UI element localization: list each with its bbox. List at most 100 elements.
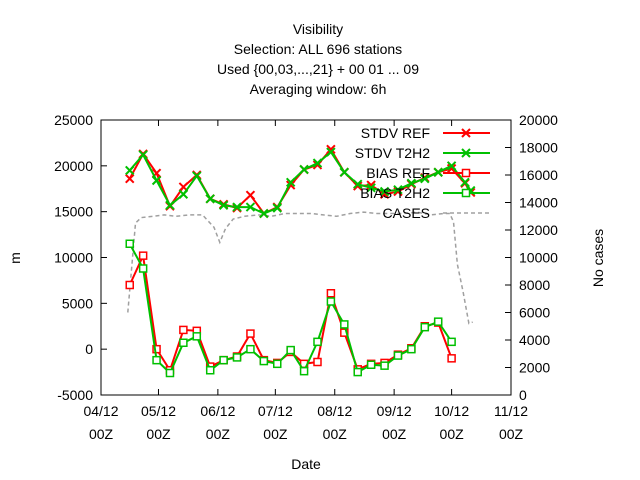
x-point-marker: [125, 173, 135, 184]
y-tick-label: 15000: [54, 204, 93, 220]
x-tick-label-date: 11/12: [494, 403, 528, 419]
square-point-marker: [340, 328, 349, 337]
x-point-marker: [433, 167, 443, 177]
y2-tick-label: 14000: [519, 195, 558, 211]
square-point-marker: [205, 366, 215, 375]
x-tick-label-hour: 00Z: [323, 426, 348, 442]
y2-tick-label: 8000: [519, 277, 550, 293]
y-axis-label: m: [7, 252, 23, 264]
x-tick-label-hour: 00Z: [263, 426, 288, 442]
x-tick-label-hour: 00Z: [206, 426, 231, 442]
series-stdv-t2h2: [125, 147, 476, 219]
legend-label: BIAS T2H2: [360, 185, 430, 201]
legend-item: BIAS REF: [366, 165, 490, 181]
x-point-marker: [259, 208, 269, 219]
series-cases: [127, 211, 473, 325]
square-point-marker: [447, 337, 456, 347]
x-point-marker: [205, 194, 215, 204]
y2-axis-label: No cases: [590, 229, 606, 287]
y-tick-label: -5000: [57, 387, 93, 403]
square-point-marker: [152, 355, 161, 365]
x-point-marker: [339, 167, 350, 177]
x-tick-label-date: 05/12: [141, 403, 176, 419]
x-point-marker: [406, 178, 417, 188]
x-point-marker: [326, 144, 336, 155]
x-tick-label-date: 08/12: [317, 403, 352, 419]
y-axis-left: -5000 0 5000 10000 15000 20000 25000: [54, 112, 107, 403]
title-line-1: Visibility: [293, 21, 343, 37]
square-point-marker: [340, 320, 349, 329]
x-point-marker: [446, 163, 457, 174]
square-point-marker: [152, 344, 161, 354]
x-tick-label-hour: 00Z: [146, 426, 171, 442]
y2-tick-label: 4000: [519, 332, 550, 348]
y2-tick-label: 10000: [519, 250, 558, 266]
square-point-marker: [232, 353, 242, 362]
legend-item: CASES: [383, 205, 490, 221]
legend-item: STDV T2H2: [355, 145, 490, 161]
legend-label: CASES: [383, 205, 430, 221]
x-tick-label-date: 06/12: [200, 403, 235, 419]
square-point-marker: [179, 325, 188, 335]
x-point-marker: [446, 161, 457, 171]
x-point-marker: [366, 183, 376, 193]
x-point-marker: [326, 147, 336, 157]
x-tick-label-date: 09/12: [377, 403, 412, 419]
x-point-marker: [178, 189, 189, 199]
x-point-marker: [245, 202, 256, 212]
square-point-marker: [125, 239, 134, 248]
x-point-marker: [379, 186, 390, 197]
x-point-marker: [299, 164, 309, 175]
square-point-marker: [461, 188, 471, 198]
legend-item: BIAS T2H2: [360, 185, 490, 201]
square-point-marker: [326, 297, 336, 306]
series-bias-ref: [125, 251, 456, 375]
square-point-marker: [299, 366, 309, 376]
x-tick-label-hour: 00Z: [499, 426, 524, 442]
square-point-marker: [326, 289, 336, 298]
square-point-marker: [313, 357, 322, 367]
series-layer: [125, 144, 476, 378]
x-axis-label: Date: [291, 456, 321, 472]
square-point-marker: [125, 280, 134, 290]
x-point-marker: [461, 148, 471, 158]
square-point-marker: [353, 367, 362, 377]
legend: STDV REF STDV T2H2 BIAS REF BIAS T2H2 CASES: [355, 125, 490, 221]
square-point-marker: [313, 337, 322, 347]
x-point-marker: [420, 173, 430, 184]
legend-label: STDV T2H2: [355, 145, 430, 161]
y2-tick-label: 6000: [519, 305, 550, 321]
x-point-marker: [272, 203, 282, 213]
y2-tick-label: 12000: [519, 222, 558, 238]
title-line-2: Selection: ALL 696 stations: [234, 41, 402, 57]
x-point-marker: [312, 158, 323, 168]
x-point-marker: [218, 200, 229, 210]
y2-tick-label: 18000: [519, 140, 558, 156]
legend-item: STDV REF: [361, 125, 490, 141]
square-point-marker: [138, 251, 148, 260]
y-axis-right: 0 2000 4000 6000 8000 10000 12000 14000 16000 180…: [505, 112, 558, 403]
square-point-marker: [259, 356, 269, 366]
square-point-marker: [447, 354, 456, 363]
x-point-marker: [245, 190, 256, 200]
x-point-marker: [151, 175, 162, 186]
square-point-marker: [461, 168, 471, 178]
x-point-marker: [353, 179, 363, 189]
y2-tick-label: 16000: [519, 167, 558, 183]
square-point-marker: [246, 344, 255, 354]
legend-label: BIAS REF: [366, 165, 430, 181]
y-tick-label: 10000: [54, 250, 93, 266]
x-tick-label-hour: 00Z: [440, 426, 465, 442]
chart-title: Visibility Selection: ALL 696 stations U…: [217, 21, 419, 97]
series-line: [127, 211, 473, 325]
y2-tick-label: 0: [519, 387, 527, 403]
x-point-marker: [232, 202, 242, 212]
x-point-marker: [165, 200, 175, 210]
x-tick-label-hour: 00Z: [382, 426, 407, 442]
square-point-marker: [179, 338, 188, 347]
series-bias-t2h2: [125, 239, 456, 378]
y-tick-label: 20000: [54, 158, 93, 174]
square-point-marker: [246, 329, 255, 338]
x-tick-label-date: 10/12: [434, 403, 469, 419]
